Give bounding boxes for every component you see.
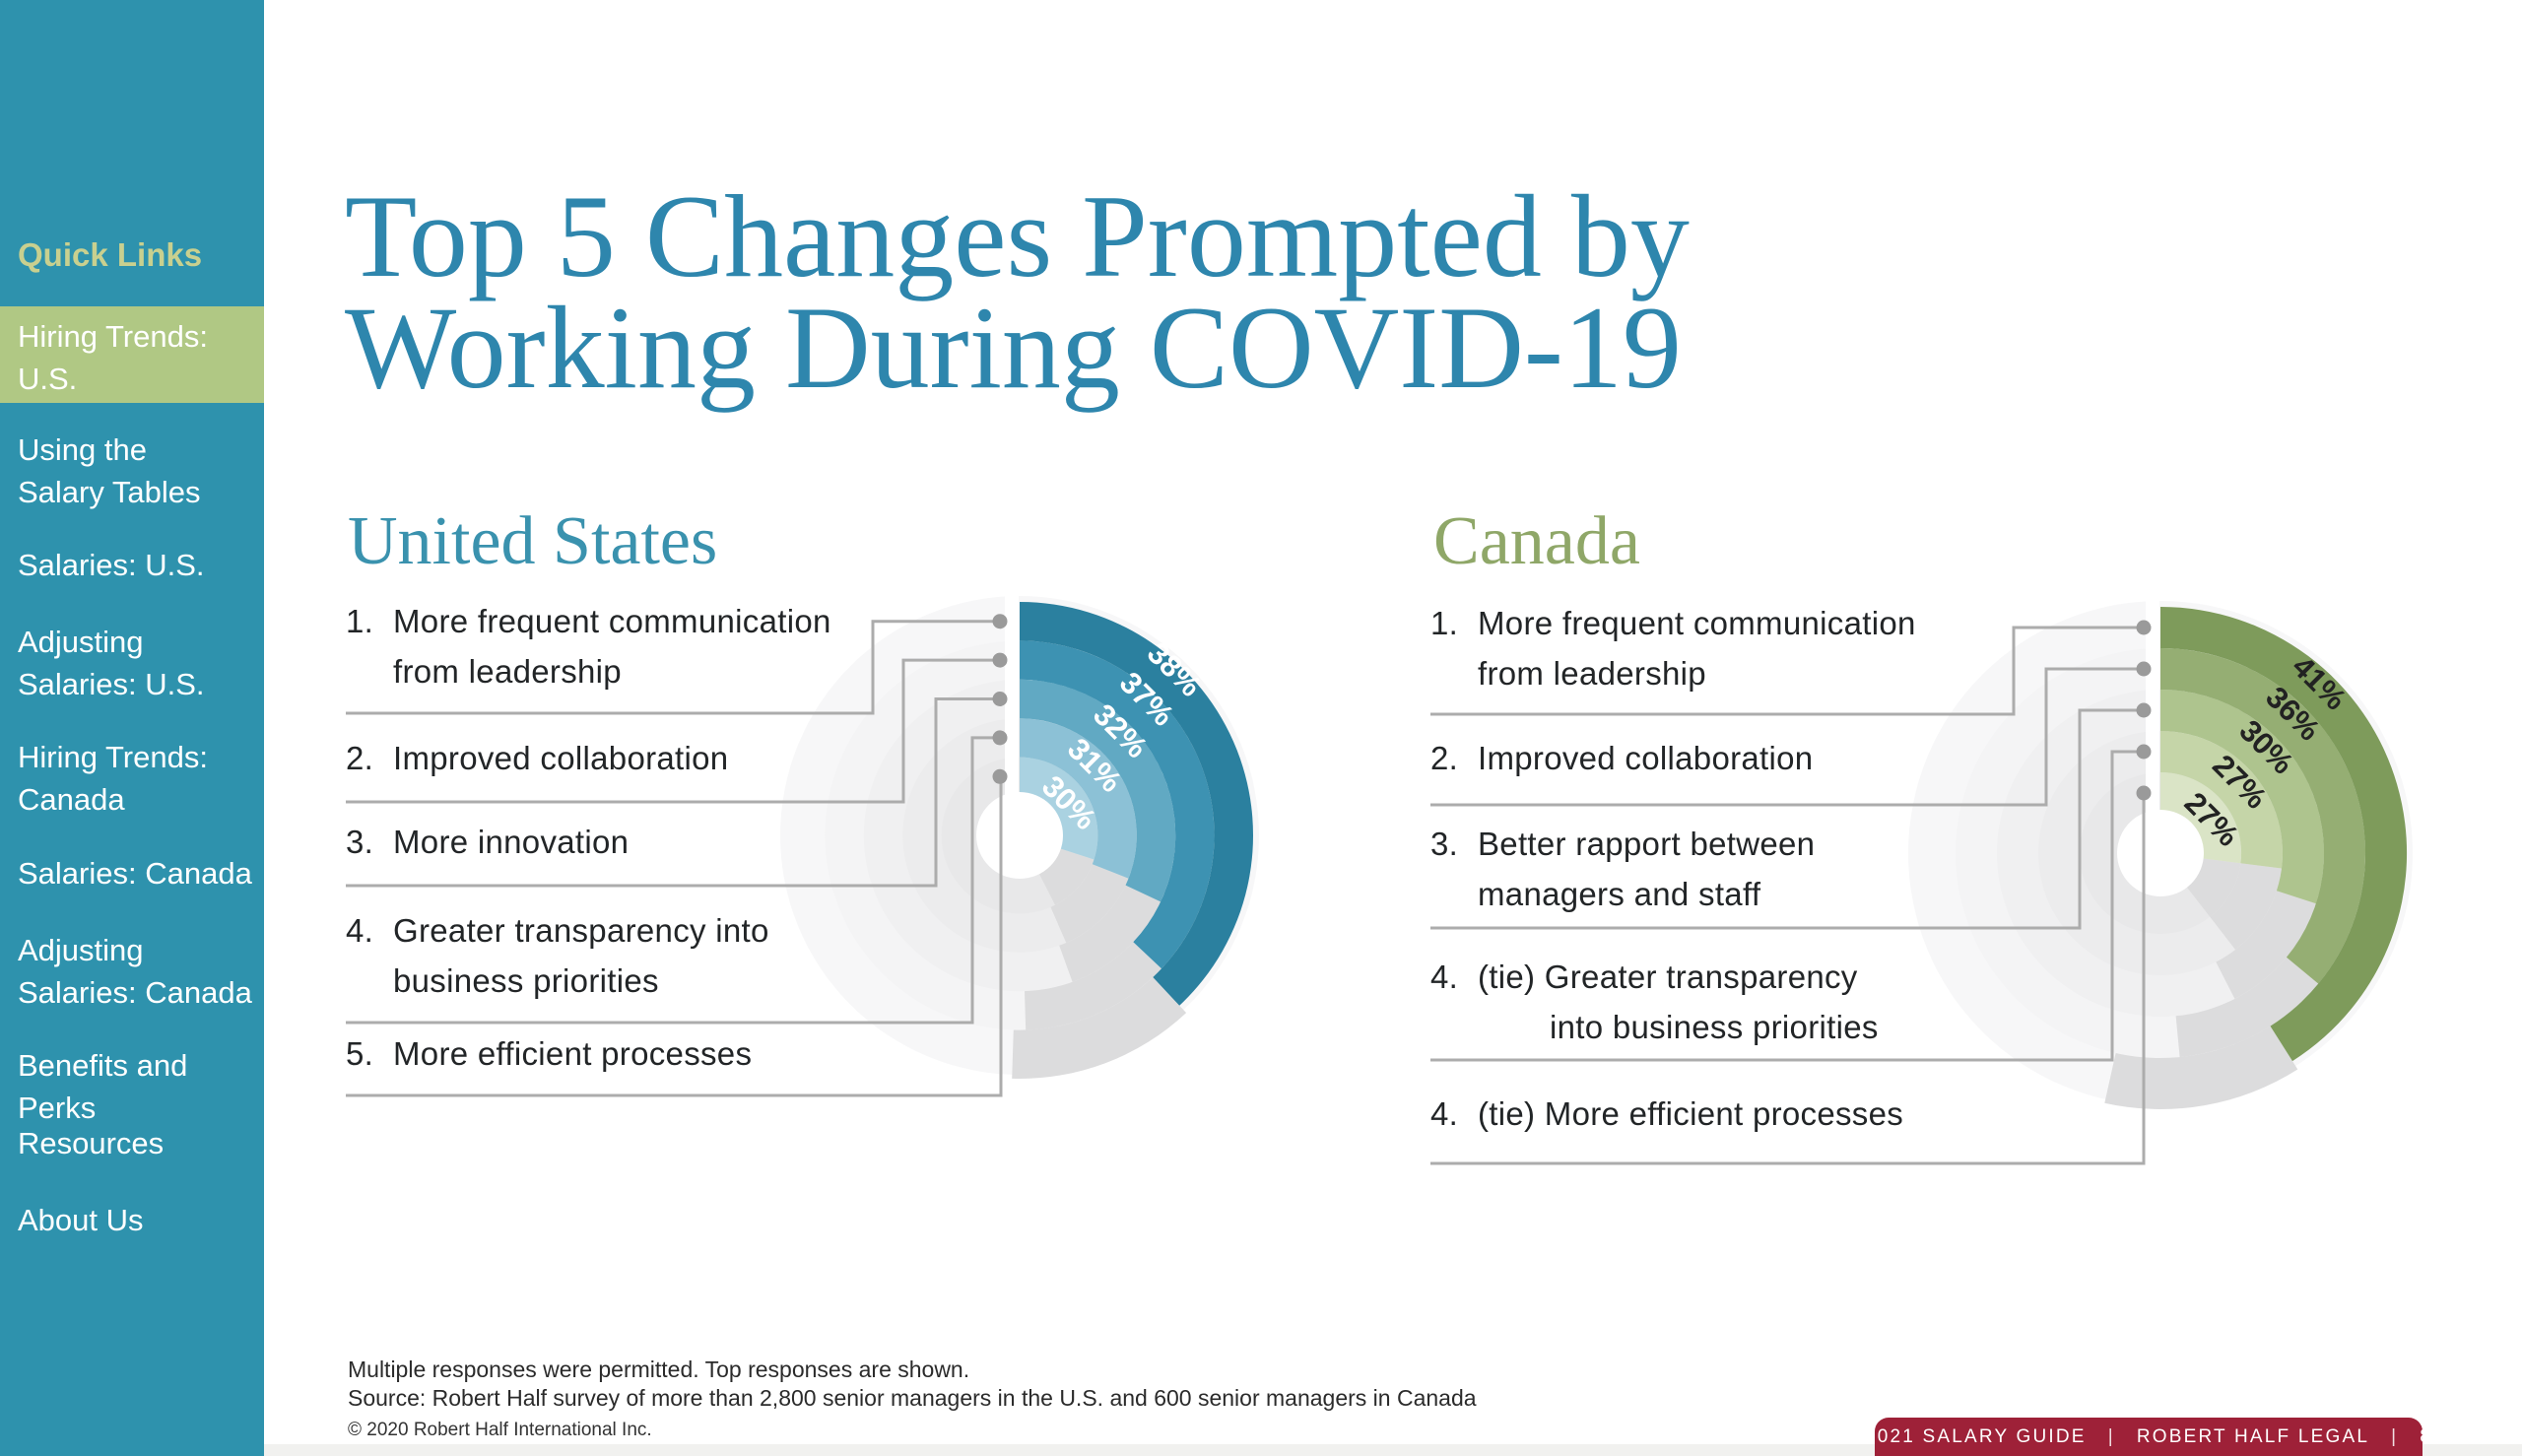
rank-number: 1. [1430,605,1459,641]
sidebar-item-about-us[interactable]: About Us [18,1203,144,1237]
sidebar-item-resources[interactable]: Resources [18,1126,165,1160]
ring-label: 37% [1113,665,1181,733]
ring-label: 27% [2178,785,2246,853]
ring-label: 30% [2232,713,2300,781]
rank-number: 1. [346,603,374,639]
sidebar-item-hiring-trends-canada[interactable]: Hiring Trends: Canada [18,740,208,817]
rank-number: 4. [1430,1095,1459,1132]
sidebar-item-using-the-salary-tables[interactable]: Using the Salary Tables [18,432,201,509]
us-list-item-4: 4. Greater transparency into business pri… [346,905,1055,1006]
sidebar-item-adjusting-salaries-canada[interactable]: Adjusting Salaries: Canada [18,933,252,1010]
rank-text: (tie) Greater transparency into business… [1478,959,1879,1045]
copyright-line: © 2020 Robert Half International Inc. [348,1420,652,1440]
ring-shadow [1050,864,1129,943]
sidebar-heading: Quick Links [18,236,203,273]
sidebar-item-salaries-canada[interactable]: Salaries: Canada [18,856,252,891]
rank-text: More frequent communication from leaders… [393,603,831,690]
canada-list-item-5: 4. (tie) More efficient processes [1430,1089,2159,1139]
badge-brand-label: ROBERT HALF LEGAL [2136,1425,2370,1447]
rank-number: 3. [346,824,374,860]
us-section-heading: United States [348,503,718,579]
footnote-methodology: Multiple responses were permitted. Top r… [348,1357,970,1382]
ring-label: 38% [1141,635,1209,703]
rank-text: More efficient processes [393,1035,753,1072]
ring-arc [2160,690,2325,904]
canada-list-item-2: 2. Improved collaboration [1430,733,2159,783]
sidebar-item-salaries-us[interactable]: Salaries: U.S. [18,548,205,582]
canada-list-item-3: 3. Better rapport between managers and st… [1430,819,2159,919]
ring-arc [2160,731,2283,869]
leader-dot [2136,702,2152,718]
rank-number: 2. [1430,740,1459,776]
ring-arc [2160,648,2366,984]
canada-list-item-4: 4. (tie) Greater transparency into busine… [1430,952,2159,1052]
sidebar-item-hiring-trends-us[interactable]: Hiring Trends: U.S. [0,306,264,403]
canada-list-item-1: 1. More frequent communication from leade… [1430,598,2159,698]
ring-label: 32% [1087,697,1155,765]
ring-label: 36% [2259,680,2327,748]
ring-shadow [2175,957,2319,1058]
sidebar: Quick Links Hiring Trends: U.S. Using th… [0,0,264,1456]
sidebar-item-adjusting-salaries-us[interactable]: Adjusting Salaries: U.S. [18,625,205,701]
rank-text: More frequent communication from leaders… [1478,605,1916,692]
ring-shadow [2210,863,2282,950]
page-title: Top 5 Changes Prompted by Working During… [345,170,1690,413]
rank-number: 4. [1430,959,1459,995]
ring-label: 31% [1061,731,1129,799]
rank-number: 5. [346,1035,374,1072]
rank-number: 2. [346,740,374,776]
badge-guide-label: 2021 SALARY GUIDE [1864,1425,2087,1447]
rank-text: Improved collaboration [393,740,729,776]
ring-label: 41% [2286,649,2354,717]
ring-label: 27% [2206,748,2274,816]
ring-shadow [2216,891,2316,999]
rank-text: Greater transparency into business prior… [393,912,769,999]
leader-dot [2136,785,2152,801]
ring-arc [2160,772,2242,864]
badge-separator: | [2391,1425,2399,1447]
rank-text: Better rapport between managers and staf… [1478,826,1816,912]
footnote-source: Source: Robert Half survey of more than … [348,1385,1477,1411]
badge-separator: | [2107,1425,2115,1447]
rank-text: Improved collaboration [1478,740,1814,776]
ring-shadow [1059,885,1161,982]
sidebar-item-benefits-and-perks[interactable]: Benefits and Perks [18,1048,188,1125]
rank-text: More innovation [393,824,630,860]
rank-text: (tie) More efficient processes [1478,1095,1904,1132]
ring-shadow [2184,858,2241,917]
canada-section-heading: Canada [1433,503,1640,579]
us-list-item-5: 5. More efficient processes [346,1028,1055,1079]
us-list-item-3: 3. More innovation [346,817,1055,867]
ring-arc [1020,679,1176,902]
rank-number: 4. [346,912,374,949]
ring-arc [2160,607,2408,1062]
footer-badge: 2021 SALARY GUIDE | ROBERT HALF LEGAL | … [1865,1418,2430,1456]
us-list-item-1: 1. More frequent communication from leade… [346,596,1055,696]
us-list-item-2: 2. Improved collaboration [346,733,1055,783]
badge-page-number: 8 [2420,1425,2433,1447]
rank-number: 3. [1430,826,1459,862]
